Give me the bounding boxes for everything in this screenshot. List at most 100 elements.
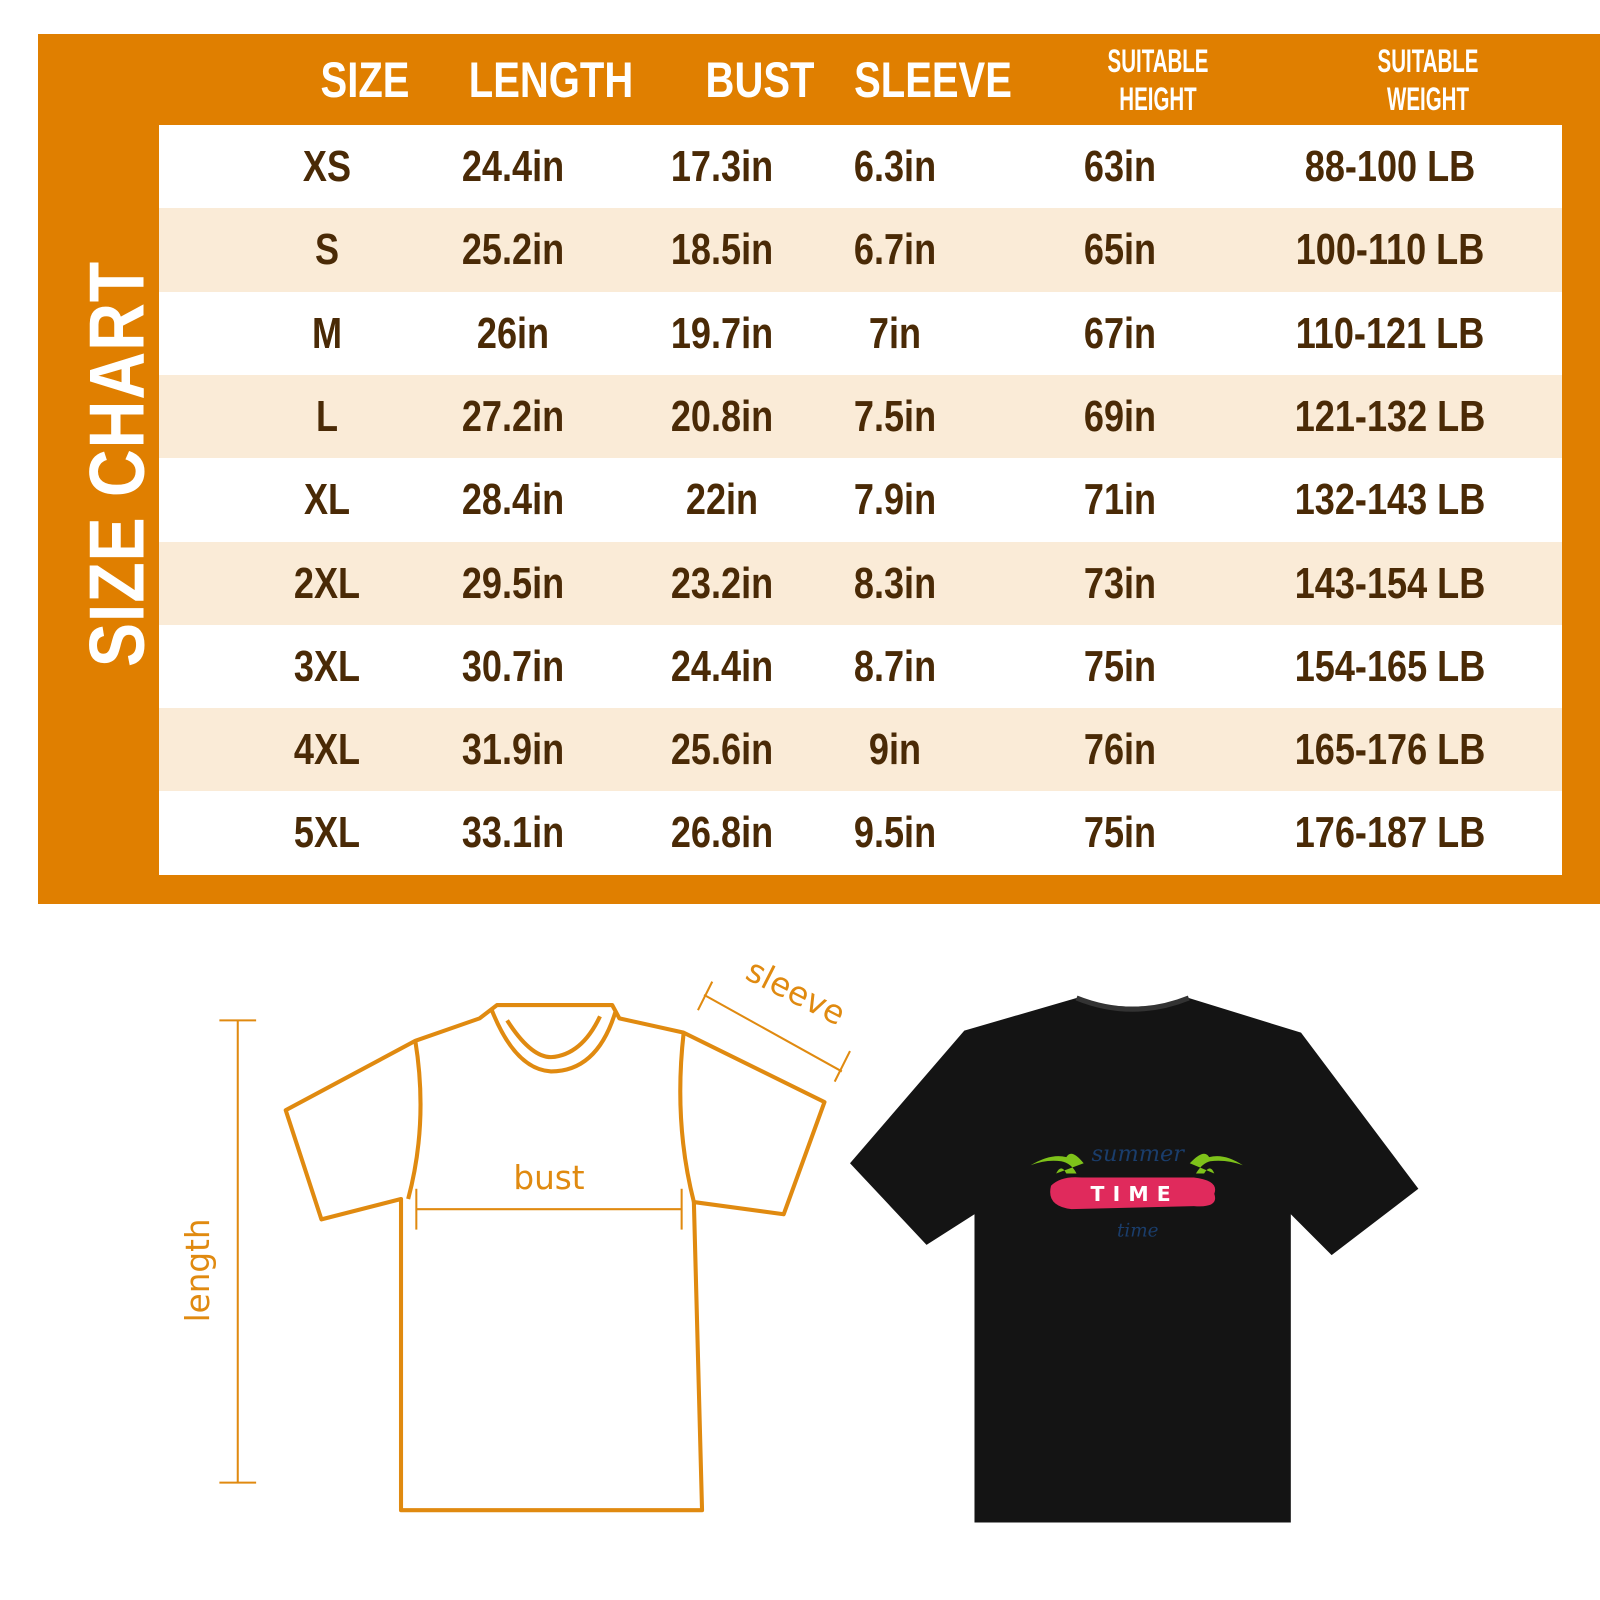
table-cell-text: 6.7in: [853, 225, 937, 275]
table-cell-text: 20.8in: [670, 391, 774, 441]
table-cell: M: [309, 292, 346, 376]
table-cell-text: 26.8in: [670, 808, 774, 858]
table-cell-text: 9.5in: [853, 808, 937, 858]
table-cell-text: 9in: [868, 725, 922, 775]
table-cell-text: L: [315, 391, 339, 441]
table-row: 2XL 29.5in 23.2in 8.3in 73in 143-154 LB: [159, 541, 1562, 626]
table-cell-text: 18.5in: [670, 225, 774, 275]
table-cell: 22in: [678, 458, 766, 542]
table-cell-text: 17.3in: [670, 142, 774, 191]
table-cell-text: 29.5in: [461, 558, 565, 608]
table-cell: 110-121 LB: [1275, 292, 1505, 376]
table-cell-text: 75in: [1083, 641, 1157, 691]
table-cell-text: 8.3in: [853, 558, 937, 608]
table-cell: 29.5in: [451, 542, 576, 626]
table-cell: 69in: [1076, 375, 1164, 459]
table-row: 5XL 33.1in 26.8in 9.5in 75in 176-187 LB: [159, 791, 1562, 875]
table-cell-text: 33.1in: [461, 808, 565, 858]
table-cell: 7in: [863, 292, 927, 376]
length-label: length: [179, 1218, 217, 1322]
table-cell: 65in: [1076, 208, 1164, 292]
column-header-text: LENGTH: [468, 51, 634, 108]
table-cell-text: 132-143 LB: [1294, 475, 1486, 525]
shirt-print: summer TIME time: [1030, 1141, 1243, 1242]
table-cell-text: XL: [303, 475, 351, 525]
table-cell-text: 73in: [1083, 558, 1157, 608]
table-cell-text: 88-100 LB: [1304, 142, 1476, 191]
table-cell-text: 3XL: [293, 641, 361, 691]
table-cell: 9.5in: [845, 791, 945, 875]
sleeve-label: sleeve: [740, 951, 851, 1033]
table-cell-text: 8.7in: [853, 641, 937, 691]
table-cell-text: 67in: [1083, 308, 1157, 358]
table-cell: 30.7in: [451, 625, 576, 709]
table-cell: 24.4in: [451, 125, 576, 209]
column-header: SIZE: [309, 34, 420, 125]
table-cell: 8.7in: [845, 625, 945, 709]
column-header-text: SUITABLE WEIGHT: [1377, 42, 1479, 117]
table-cell: 3XL: [287, 625, 368, 709]
table-row: XS 24.4in 17.3in 6.3in 63in 88-100 LB: [159, 125, 1562, 209]
table-cell-text: 27.2in: [461, 391, 565, 441]
table-cell-text: 31.9in: [461, 725, 565, 775]
table-cell-text: 76in: [1083, 725, 1157, 775]
table-cell: 24.4in: [660, 625, 785, 709]
table-cell: 63in: [1076, 125, 1164, 209]
column-header: LENGTH: [448, 34, 654, 125]
table-cell-text: 24.4in: [670, 641, 774, 691]
column-header-text: SIZE: [320, 51, 410, 108]
table-cell-text: 2XL: [293, 558, 361, 608]
table-cell: XS: [298, 125, 357, 209]
column-header: SUITABLE HEIGHT: [1079, 34, 1237, 125]
table-cell: S: [312, 208, 341, 292]
table-cell-text: 7.9in: [853, 475, 937, 525]
table-cell-text: 26in: [476, 308, 550, 358]
table-cell: 154-165 LB: [1274, 625, 1506, 709]
table-cell-text: 19.7in: [670, 308, 774, 358]
table-cell: 5XL: [287, 791, 368, 875]
table-row: L 27.2in 20.8in 7.5in 69in 121-132 LB: [159, 374, 1562, 459]
table-cell-text: 5XL: [293, 808, 361, 858]
table-cell: 27.2in: [451, 375, 576, 459]
table-row: S 25.2in 18.5in 6.7in 65in 100-110 LB: [159, 208, 1562, 292]
column-header: SUITABLE WEIGHT: [1349, 34, 1507, 125]
table-cell: 8.3in: [845, 542, 945, 626]
table-cell: 19.7in: [660, 292, 785, 376]
print-main-text: TIME: [1091, 1182, 1179, 1206]
table-cell-text: 22in: [685, 475, 759, 525]
table-cell-text: 28.4in: [461, 475, 565, 525]
table-cell: 9in: [863, 708, 927, 792]
bust-label: bust: [513, 1159, 584, 1197]
table-row: M 26in 19.7in 7in 67in 110-121 LB: [159, 291, 1562, 376]
table-cell-text: M: [311, 308, 343, 358]
table-cell-text: 121-132 LB: [1294, 391, 1486, 441]
table-cell: 132-143 LB: [1274, 458, 1506, 542]
table-cell: 67in: [1076, 292, 1164, 376]
table-cell: 71in: [1076, 458, 1164, 542]
table-cell: 7.9in: [845, 458, 945, 542]
table-cell: 31.9in: [451, 708, 576, 792]
table-cell: 7.5in: [845, 375, 945, 459]
column-header: SLEEVE: [834, 34, 1031, 125]
table-cell: 100-110 LB: [1275, 208, 1505, 292]
table-cell-text: 71in: [1083, 475, 1157, 525]
table-cell: L: [314, 375, 341, 459]
table-cell-text: 63in: [1083, 142, 1157, 191]
table-cell-text: 6.3in: [853, 142, 937, 191]
print-top-text: summer: [1091, 1141, 1185, 1167]
table-cell-text: 110-121 LB: [1295, 308, 1485, 358]
print-bottom-text: time: [1117, 1221, 1159, 1242]
table-cell-text: 65in: [1083, 225, 1157, 275]
table-cell-text: 25.6in: [670, 725, 774, 775]
table-cell-text: 100-110 LB: [1295, 225, 1485, 275]
table-cell: 73in: [1076, 542, 1164, 626]
table-cell-text: 143-154 LB: [1294, 558, 1486, 608]
table-cell-text: S: [314, 225, 340, 275]
table-cell: 75in: [1076, 625, 1164, 709]
table-cell: 165-176 LB: [1274, 708, 1506, 792]
table-cell: 76in: [1076, 708, 1164, 792]
table-cell-text: 24.4in: [461, 142, 565, 191]
table-cell-text: 154-165 LB: [1294, 641, 1486, 691]
table-cell-text: 25.2in: [461, 225, 565, 275]
